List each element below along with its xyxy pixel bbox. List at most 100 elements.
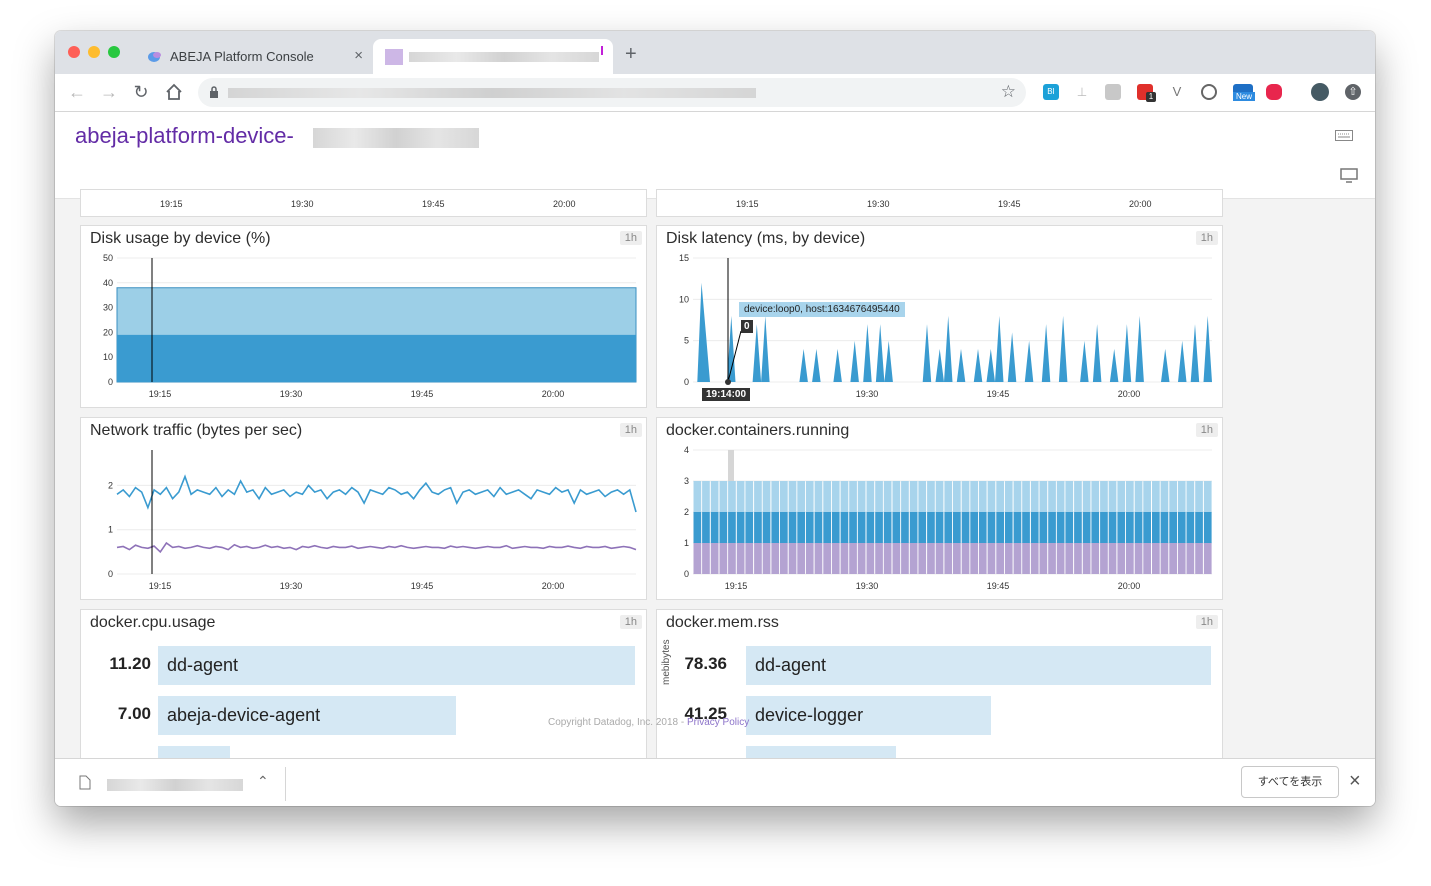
panel-docker-cpu[interactable]: docker.cpu.usage 1h 11.20 dd-agent 7.00 abe…	[80, 609, 647, 758]
keyboard-icon[interactable]	[1335, 130, 1353, 141]
bar-segment	[788, 481, 797, 512]
toplist-bar[interactable]: dd-agent	[158, 646, 635, 685]
bar-segment	[797, 543, 805, 574]
bar-segment	[883, 543, 892, 574]
monitor-icon[interactable]	[1340, 168, 1358, 183]
bar-segment	[1152, 512, 1160, 543]
bar-segment	[823, 512, 831, 543]
address-bar[interactable]: ☆	[198, 78, 1026, 107]
close-download-bar-icon[interactable]: ×	[1349, 770, 1361, 792]
bar-segment	[953, 481, 961, 512]
bar-segment	[978, 543, 987, 574]
tab-active[interactable]	[373, 39, 613, 74]
toplist-bar[interactable]	[746, 746, 897, 758]
maximize-window-button[interactable]	[108, 46, 120, 58]
bar-segment	[1048, 481, 1056, 512]
panel-containers-running[interactable]: docker.containers.running 1h 0 1 2 3 4 19:15 1…	[656, 417, 1223, 600]
extension-cast-icon[interactable]	[1105, 84, 1121, 100]
time-range-badge[interactable]: 1h	[1195, 615, 1218, 629]
bar-segment	[892, 512, 901, 543]
abeja-favicon-icon	[148, 52, 161, 62]
extension-pig-icon[interactable]	[1266, 84, 1282, 100]
x-tick-label: 19:45	[411, 581, 434, 591]
time-range-badge[interactable]: 1h	[619, 615, 642, 629]
bar-segment	[901, 481, 909, 512]
toplist-label: abeja-device-agent	[167, 705, 321, 725]
close-window-button[interactable]	[68, 46, 80, 58]
time-range-badge[interactable]: 1h	[619, 231, 642, 245]
bar-segment	[736, 512, 745, 543]
forward-arrow-icon[interactable]: →	[100, 82, 118, 102]
time-range-badge[interactable]: 1h	[1195, 231, 1218, 245]
bar-segment	[728, 512, 736, 543]
bar-segment	[866, 543, 875, 574]
extension-chat-icon[interactable]	[1201, 84, 1217, 100]
toplist-bar[interactable]: dd-agent	[746, 646, 1211, 685]
bar-segment	[1108, 481, 1117, 512]
blurred-favicon-icon	[385, 49, 403, 65]
bar-segment	[1022, 543, 1030, 574]
toplist-row	[657, 746, 1222, 758]
bar-segment	[745, 543, 754, 574]
bar-segment	[927, 481, 935, 512]
toplist-bar[interactable]	[158, 746, 231, 758]
panel-docker-mem[interactable]: docker.mem.rss 1h mebibytes 78.36 dd-agen…	[656, 609, 1223, 758]
time-range-badge[interactable]: 1h	[619, 423, 642, 437]
bar-segment	[805, 543, 814, 574]
profile-avatar[interactable]	[1311, 83, 1329, 101]
toplist-bar[interactable]: abeja-device-agent	[158, 696, 457, 735]
copyright-text: Copyright Datadog, Inc. 2018 -	[548, 717, 687, 728]
home-icon[interactable]	[165, 83, 183, 101]
line-series-1	[116, 541, 637, 554]
bar-segment	[987, 512, 996, 543]
show-all-button[interactable]: すべてを表示	[1241, 766, 1339, 798]
extension-red-icon[interactable]: 1	[1137, 84, 1156, 102]
extension-bi-icon[interactable]: BI	[1043, 84, 1059, 100]
privacy-link[interactable]: Privacy Policy	[686, 717, 750, 728]
bar-segment	[1030, 481, 1039, 512]
bookmark-star-icon[interactable]: ☆	[1000, 82, 1016, 101]
bar-segment	[719, 481, 728, 512]
bar-segment	[1195, 481, 1203, 512]
network-traffic-chart[interactable]: 0 1 2 19:15 19:30 19:45 20:00	[81, 418, 646, 599]
disk-usage-chart[interactable]: 0 10 20 30 40 50 19:15 19:30 19:45 20:00	[81, 226, 646, 407]
x-tick: 20:00	[553, 199, 576, 209]
bar-segment	[754, 512, 762, 543]
blurred-url	[228, 88, 756, 98]
page-content: abeja-platform-device- 19:15 19:30 19:45	[55, 112, 1375, 758]
new-tab-button[interactable]: +	[625, 43, 637, 65]
tab-close-icon[interactable]: ×	[354, 47, 363, 64]
bar-segment	[996, 512, 1004, 543]
panel-network-traffic[interactable]: Network traffic (bytes per sec) 1h 0 1 2 19…	[80, 417, 647, 600]
bar-segment	[823, 543, 831, 574]
bar-segment	[754, 481, 762, 512]
bar-segment	[1169, 481, 1177, 512]
time-range-badge[interactable]: 1h	[1195, 423, 1218, 437]
x-tick-label: 20:00	[542, 389, 565, 399]
blurred-download-name[interactable]	[107, 779, 243, 791]
bar-segment	[987, 543, 996, 574]
minimize-window-button[interactable]	[88, 46, 100, 58]
bar-segment	[1091, 481, 1100, 512]
back-arrow-icon[interactable]: ←	[68, 82, 86, 102]
panel-disk-latency[interactable]: Disk latency (ms, by device) 1h 0 5 10 15 19…	[656, 225, 1223, 408]
x-tick-label: 19:30	[856, 581, 879, 591]
bar-segment	[728, 481, 736, 512]
toplist-row: 41.25 device-logger	[657, 696, 1222, 736]
extension-v-icon[interactable]: V	[1169, 84, 1185, 100]
x-tick-label: 19:30	[280, 389, 303, 399]
bar-segment	[1039, 481, 1048, 512]
toplist-bar[interactable]: device-logger	[746, 696, 991, 735]
chevron-up-icon[interactable]: ⌃	[257, 773, 269, 789]
panel-disk-usage[interactable]: Disk usage by device (%) 1h 0 10 20 30 40 50 1…	[80, 225, 647, 408]
bar-segment	[857, 543, 866, 574]
extension-tree-icon[interactable]: ⊥	[1074, 84, 1090, 100]
update-arrow-icon[interactable]: ⇧	[1345, 84, 1361, 100]
bar-segment	[728, 543, 736, 574]
bar-segment	[1152, 543, 1160, 574]
containers-running-chart[interactable]: 0 1 2 3 4 19:15 19:30 19:45 20:00	[657, 418, 1222, 599]
extension-new-icon[interactable]: New	[1233, 84, 1255, 101]
reload-icon[interactable]: ↻	[133, 82, 149, 102]
tab-abeja-console[interactable]: ABEJA Platform Console ×	[135, 39, 373, 74]
